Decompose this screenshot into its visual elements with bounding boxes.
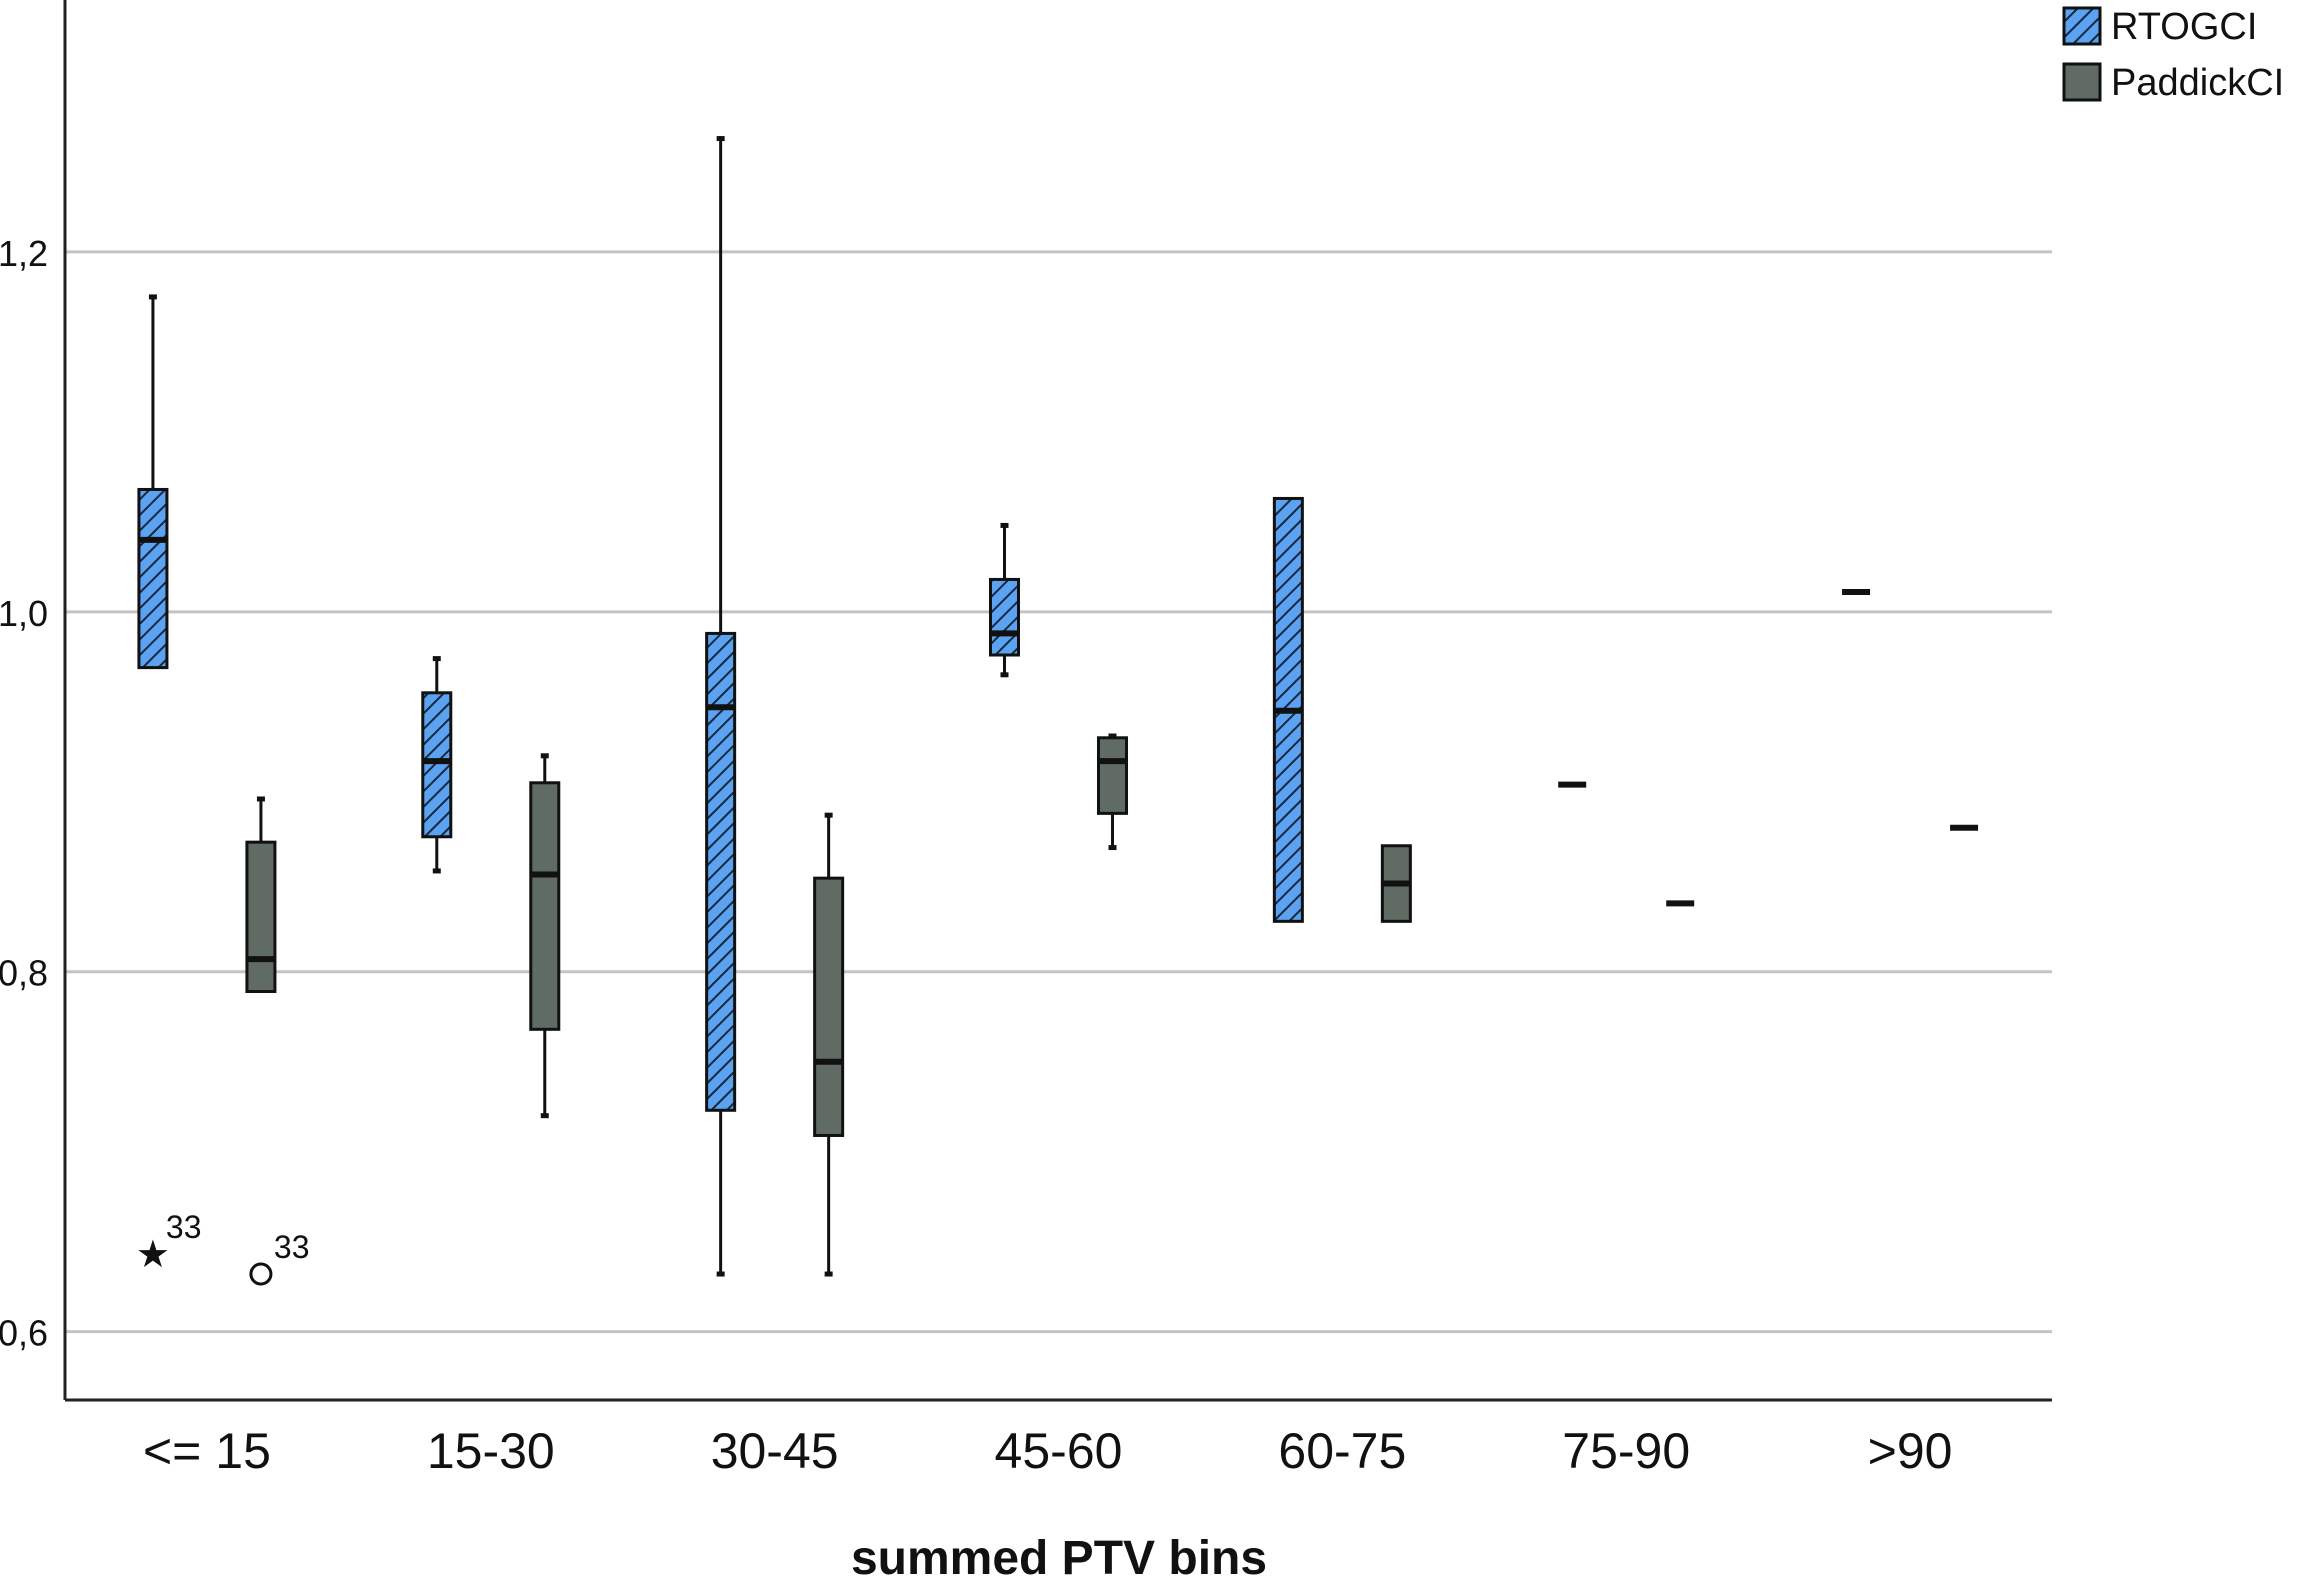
outlier-label: 33 bbox=[274, 1229, 310, 1265]
boxes bbox=[137, 136, 1979, 1277]
outlier-label: 33 bbox=[166, 1209, 202, 1245]
axes bbox=[63, 0, 2052, 1402]
legend-label: RTOGCI bbox=[2111, 6, 2257, 48]
box-iqr bbox=[705, 631, 737, 1112]
y-tick-label: 0,6 bbox=[0, 1313, 48, 1354]
y-tick-label: 1,2 bbox=[0, 233, 48, 274]
box-rtogci bbox=[137, 294, 169, 670]
box-iqr bbox=[529, 781, 561, 1031]
box-iqr bbox=[1097, 736, 1128, 815]
y-tick-labels: 0,6 0,8 1,0 1,2 bbox=[0, 233, 48, 1354]
legend: RTOGCI PaddickCI bbox=[2062, 6, 2284, 104]
x-tick-labels: <= 15 15-30 30-45 45-60 60-75 75-90 >90 bbox=[143, 1423, 1953, 1479]
box-paddickci bbox=[245, 796, 277, 994]
box-paddickci bbox=[1380, 844, 1412, 923]
box-iqr bbox=[813, 876, 845, 1137]
box-rtogci bbox=[705, 136, 737, 1277]
x-tick-label: 30-45 bbox=[711, 1423, 839, 1479]
box-iqr bbox=[245, 840, 277, 994]
x-tick-label: >90 bbox=[1868, 1423, 1953, 1479]
box-paddickci bbox=[529, 753, 561, 1119]
box-rtogci bbox=[989, 522, 1020, 678]
outlier-star-marker: ★ bbox=[136, 1234, 170, 1276]
x-tick-label: 45-60 bbox=[995, 1423, 1123, 1479]
legend-swatch bbox=[2062, 6, 2102, 46]
gridlines bbox=[65, 250, 2052, 1334]
box-paddickci bbox=[813, 812, 845, 1277]
y-tick-label: 1,0 bbox=[0, 593, 48, 634]
box-rtogci bbox=[1272, 496, 1304, 923]
box-paddickci bbox=[1097, 733, 1128, 851]
box-iqr bbox=[421, 691, 453, 839]
y-tick-label: 0,8 bbox=[0, 953, 48, 994]
x-tick-label: <= 15 bbox=[143, 1423, 271, 1479]
x-tick-label: 75-90 bbox=[1562, 1423, 1690, 1479]
x-tick-label: 60-75 bbox=[1278, 1423, 1406, 1479]
box-rtogci bbox=[421, 656, 453, 874]
box-iqr bbox=[989, 577, 1020, 657]
box-iqr bbox=[137, 487, 169, 670]
outlier-circle-marker bbox=[249, 1262, 273, 1286]
legend-label: PaddickCI bbox=[2111, 62, 2284, 104]
x-tick-label: 15-30 bbox=[427, 1423, 555, 1479]
x-axis-title: summed PTV bins bbox=[851, 1532, 1267, 1578]
legend-swatch bbox=[2062, 62, 2102, 102]
